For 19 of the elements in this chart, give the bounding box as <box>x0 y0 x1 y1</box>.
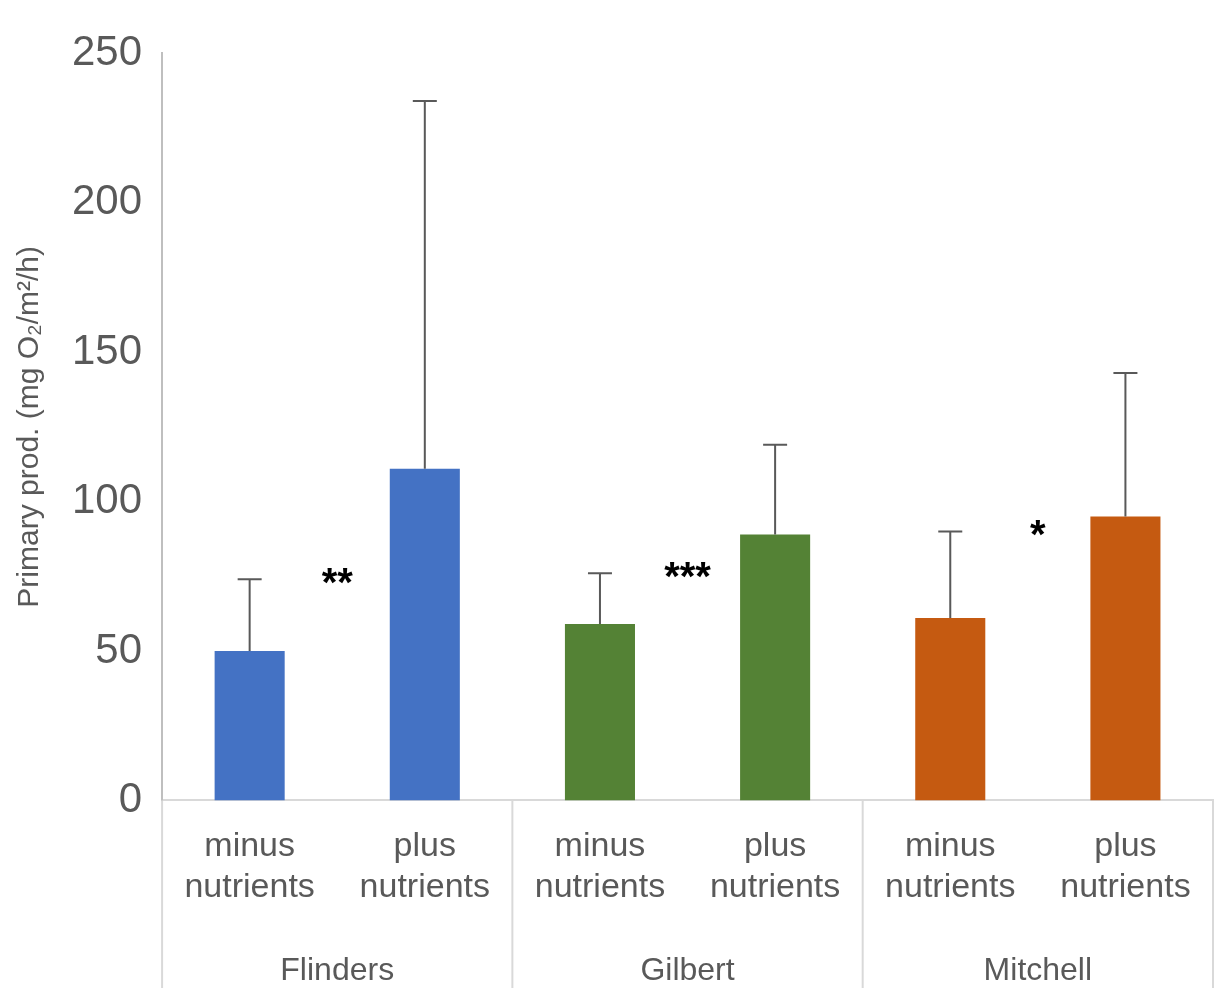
text: Gilbert <box>640 951 735 987</box>
x-tick-label: minus nutrients <box>885 825 1016 904</box>
y-tick-label: 200 <box>72 176 143 224</box>
y-axis-title: Primary prod. (mg O₂/m²/h) <box>11 245 45 608</box>
y-tick-label: 50 <box>95 624 143 672</box>
x-tick-label: plus nutrients <box>709 825 841 904</box>
x-tick-label: minus nutrients <box>534 825 666 904</box>
y-tick-label: 0 <box>118 773 143 821</box>
y-tick-label: 250 <box>72 26 143 74</box>
y-tick-label: 100 <box>72 475 143 523</box>
x-tick-label: minus nutrients <box>184 825 315 904</box>
annotation: * <box>1030 512 1047 557</box>
annotation: ** <box>321 560 354 605</box>
x-tick-label: plus nutrients <box>1060 825 1191 904</box>
annotation: *** <box>664 554 712 599</box>
text: Flinders <box>280 951 395 987</box>
text: Mitchell <box>983 951 1093 987</box>
x-tick-label: plus nutrients <box>359 825 491 904</box>
y-tick-label: 150 <box>72 325 143 373</box>
